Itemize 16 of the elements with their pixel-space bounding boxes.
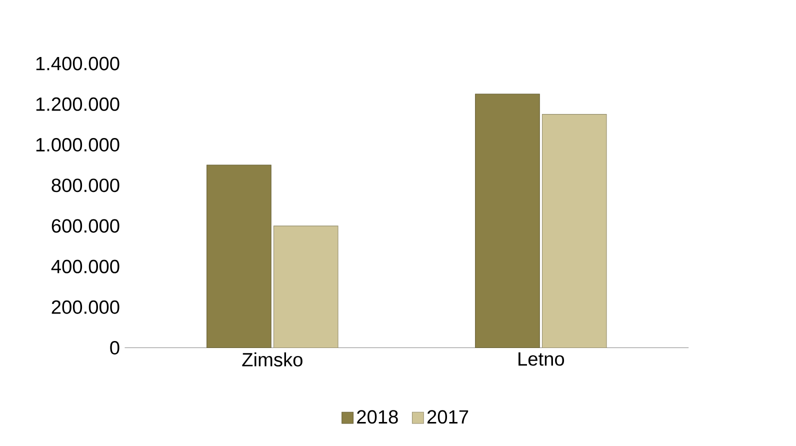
y-tick-label: 600.000 [52, 219, 120, 233]
y-tick-label: 1.200.000 [36, 97, 120, 111]
y-tick-label: 800.000 [52, 178, 120, 192]
y-tick-label: 400.000 [51, 260, 120, 274]
y-tick-label: 0 [110, 340, 120, 354]
bar [206, 164, 272, 348]
legend-label: 2018 [357, 410, 398, 424]
y-tick-label: 1.400.000 [36, 56, 120, 70]
y-tick-label: 200.000 [52, 300, 120, 314]
x-tick-label: Zimsko [242, 352, 302, 366]
bar [475, 94, 540, 348]
x-tick-label: Letno [518, 352, 564, 366]
legend-label: 2017 [427, 410, 468, 424]
y-tick-label: 1.000.000 [36, 138, 120, 152]
bar [273, 226, 338, 348]
bar [542, 114, 607, 348]
